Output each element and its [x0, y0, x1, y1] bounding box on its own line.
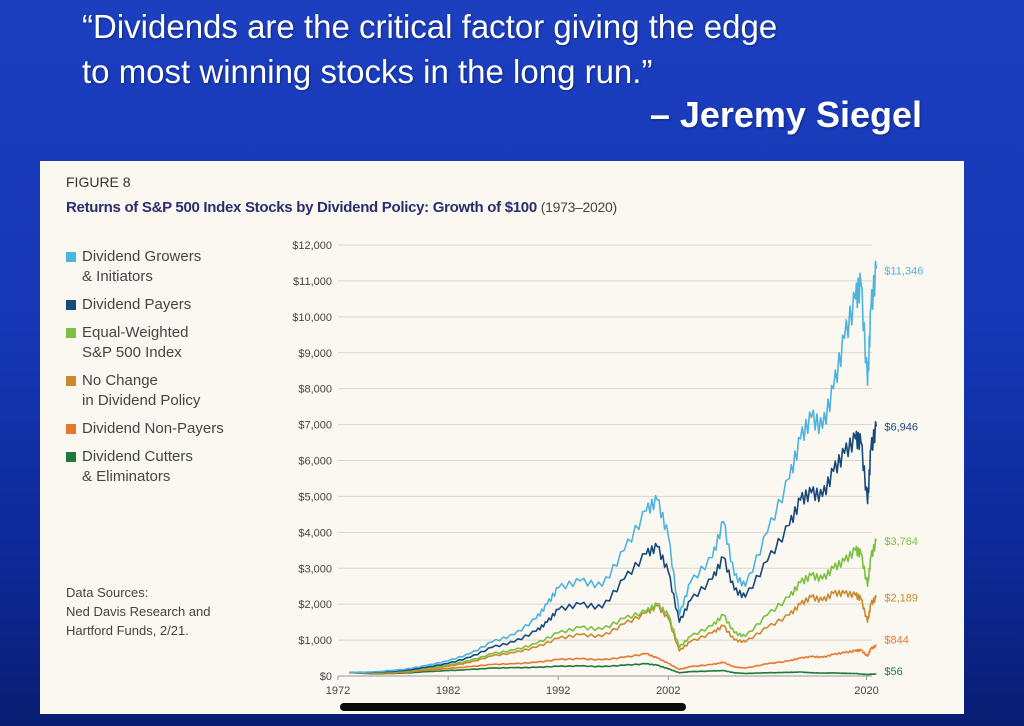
series-line [348, 644, 877, 675]
y-tick-label: $10,000 [292, 312, 332, 324]
figure-title: Returns of S&P 500 Index Stocks by Divid… [66, 199, 617, 216]
series-end-label: $844 [884, 635, 908, 647]
quote-author: – Jeremy Siegel [649, 94, 922, 135]
line-chart: $0 $1,000 $2,000 $3,000 $4,000 $5,000 $6,000 $7… [292, 240, 923, 697]
series-end-label: $11,346 [884, 265, 923, 277]
legend-swatch [66, 452, 76, 462]
legend-label: Dividend Growers & Initiators [82, 248, 202, 285]
legend-item: Equal-Weighted S&P 500 Index [66, 323, 266, 363]
quote-line-2: to most winning stocks in the long run.” [82, 53, 653, 90]
legend-item: Dividend Non-Payers [66, 419, 266, 439]
y-tick-label: $9,000 [298, 348, 332, 360]
legend-swatch [66, 300, 76, 310]
legend-swatch [66, 328, 76, 338]
series-line [348, 260, 878, 674]
chart-legend: Dividend Growers & Initiators Dividend Pa… [66, 247, 266, 495]
legend-item: Dividend Growers & Initiators [66, 247, 266, 287]
y-tick-label: $2,000 [298, 599, 332, 611]
legend-item: Dividend Cutters & Eliminators [66, 447, 266, 487]
y-tick-label: $8,000 [298, 384, 332, 396]
y-tick-label: $4,000 [298, 527, 332, 539]
y-tick-label: $5,000 [298, 491, 332, 503]
figure-subtitle: (1973–2020) [540, 199, 617, 215]
series-line [348, 662, 877, 676]
legend-item: Dividend Payers [66, 295, 266, 315]
y-tick-label: $6,000 [298, 456, 332, 468]
legend-label: No Change in Dividend Policy [82, 372, 201, 409]
data-sources: Data Sources: Ned Davis Research and Har… [66, 585, 211, 638]
series-line [348, 421, 878, 674]
legend-item: No Change in Dividend Policy [66, 371, 266, 411]
x-tick-label: 1972 [326, 685, 350, 697]
quote-line-1: “Dividends are the critical factor givin… [82, 8, 778, 45]
series-line [348, 538, 878, 674]
legend-label: Dividend Cutters & Eliminators [82, 448, 193, 485]
x-tick-label: 2020 [854, 685, 878, 697]
figure-title-text: Returns of S&P 500 Index Stocks by Divid… [66, 199, 537, 216]
series-end-label: $56 [884, 666, 902, 678]
y-tick-label: $7,000 [298, 420, 332, 432]
legend-label: Dividend Non-Payers [82, 420, 224, 437]
quote-text: “Dividends are the critical factor givin… [82, 4, 962, 94]
x-tick-label: 1992 [546, 685, 570, 697]
y-tick-label: $3,000 [298, 563, 332, 575]
series-line [348, 589, 878, 674]
series-end-label: $3,764 [884, 536, 918, 548]
y-tick-label: $12,000 [292, 240, 332, 252]
legend-swatch [66, 252, 76, 262]
legend-swatch [66, 424, 76, 434]
x-tick-label: 2002 [656, 685, 680, 697]
y-tick-label: $11,000 [293, 276, 332, 288]
scrollbar[interactable] [340, 703, 686, 711]
legend-swatch [66, 376, 76, 386]
x-tick-label: 1982 [436, 685, 460, 697]
legend-label: Dividend Payers [82, 296, 192, 313]
series-end-label: $6,946 [884, 422, 918, 434]
legend-label: Equal-Weighted S&P 500 Index [82, 324, 189, 361]
series-end-label: $2,189 [884, 592, 918, 604]
y-tick-label: $1,000 [298, 635, 332, 647]
figure-label: FIGURE 8 [66, 174, 131, 190]
figure-panel: FIGURE 8 Returns of S&P 500 Index Stocks… [40, 161, 964, 714]
y-tick-label: $0 [320, 671, 332, 683]
